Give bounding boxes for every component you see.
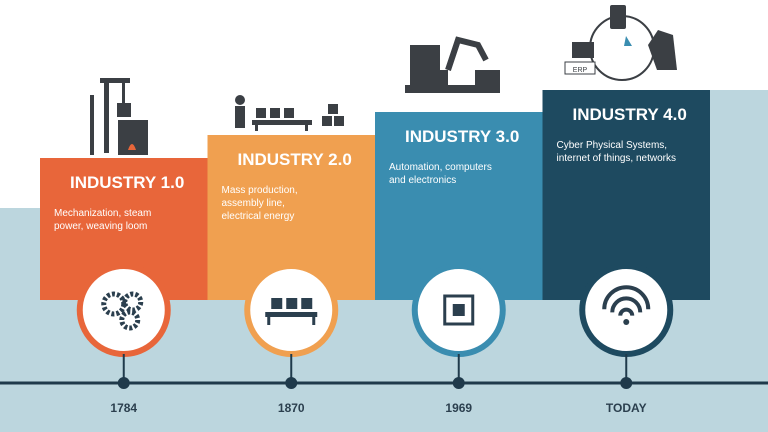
chip-core <box>452 304 465 316</box>
stage-description: and electronics <box>389 175 456 186</box>
wifi-arc <box>602 285 651 310</box>
stage-title: INDUSTRY 2.0 <box>238 150 352 169</box>
year-label: 1784 <box>110 401 137 415</box>
leg <box>267 317 271 325</box>
stage-icon-circle <box>244 263 339 357</box>
box <box>271 298 283 309</box>
stage-title: INDUSTRY 4.0 <box>573 105 687 124</box>
stage-icon <box>101 291 144 331</box>
wifi-arc <box>618 307 635 316</box>
timeline-dot <box>117 377 130 389</box>
stage-description: assembly line, <box>222 198 285 209</box>
background-band <box>700 90 768 220</box>
conveyor <box>265 312 318 317</box>
stage-title: INDUSTRY 1.0 <box>70 173 184 192</box>
stages: INDUSTRY 1.0 Mechanization, steam power, w… <box>40 90 710 415</box>
erp-label: ERP <box>573 67 588 74</box>
icon-steam <box>90 78 148 155</box>
leg <box>312 317 316 325</box>
stage-description: Automation, computers <box>389 162 492 173</box>
wifi-arc <box>610 296 643 313</box>
stage-icon <box>443 294 475 326</box>
wifi-dot <box>623 319 630 325</box>
gear <box>101 291 127 317</box>
year-label: 1969 <box>445 401 472 415</box>
gear <box>122 291 144 313</box>
stage-title: INDUSTRY 3.0 <box>405 127 519 146</box>
box <box>301 298 313 309</box>
chip <box>443 294 475 326</box>
stage-icon <box>602 285 651 325</box>
timeline-dot <box>452 377 465 389</box>
box <box>286 298 298 309</box>
timeline-dot <box>620 377 633 389</box>
stage-description: Mechanization, steam <box>54 208 151 219</box>
year-label: TODAY <box>606 401 647 415</box>
icon-assembly <box>235 95 344 131</box>
stage-description: internet of things, networks <box>557 153 677 164</box>
stage-description: Mass production, <box>222 185 298 196</box>
icon-cyber: ERP <box>564 5 677 81</box>
year-label: 1870 <box>278 401 305 415</box>
stage-description: Cyber Physical Systems, <box>557 140 668 151</box>
gear <box>119 309 141 331</box>
stage-description: electrical energy <box>222 211 295 222</box>
icon-automation <box>405 36 500 93</box>
timeline-dot <box>285 377 298 389</box>
stage-icon <box>265 298 318 325</box>
stage-description: power, weaving loom <box>54 221 147 232</box>
